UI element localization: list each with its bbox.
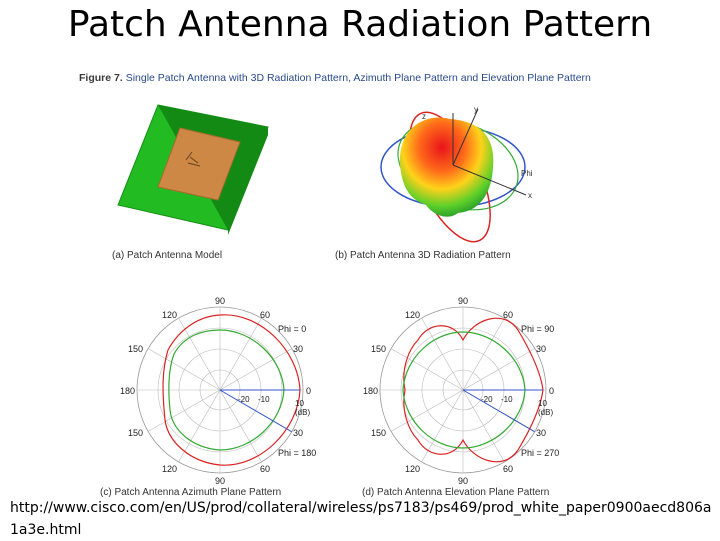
svg-text:120: 120	[405, 310, 420, 320]
elevation-angle-labels: 90 60 30 0 30 60 90 120 150 180 150 120	[363, 296, 554, 486]
azimuth-polar-plot: 90 60 30 0 30 60 90 120 150 180 150 120 …	[120, 296, 316, 486]
svg-text:180: 180	[120, 386, 135, 396]
svg-text:(dB): (dB)	[295, 408, 310, 417]
svg-text:150: 150	[128, 344, 143, 354]
svg-text:90: 90	[215, 476, 225, 486]
svg-text:120: 120	[405, 464, 420, 474]
svg-text:10: 10	[295, 399, 304, 408]
svg-text:90: 90	[458, 476, 468, 486]
panel-d-label: (d) Patch Antenna Elevation Plane Patter…	[362, 487, 550, 498]
axis-x-label: x	[528, 191, 532, 200]
azimuth-angle-labels: 90 60 30 0 30 60 90 120 150 180 150 120	[120, 296, 311, 486]
figure-caption: Figure 7. Single Patch Antenna with 3D R…	[79, 72, 591, 84]
svg-text:60: 60	[503, 464, 513, 474]
slide-title: Patch Antenna Radiation Pattern	[67, 4, 653, 45]
radiation-3d-pattern: z y x Phi	[380, 105, 533, 243]
svg-text:-10: -10	[258, 395, 270, 404]
axis-y-label: y	[474, 105, 478, 114]
svg-text:30: 30	[293, 428, 303, 438]
svg-text:90: 90	[458, 296, 468, 306]
svg-text:150: 150	[371, 344, 386, 354]
azimuth-traces	[162, 314, 301, 466]
svg-text:60: 60	[260, 464, 270, 474]
svg-text:30: 30	[536, 428, 546, 438]
source-url-link[interactable]: http://www.cisco.com/en/US/prod/collater…	[10, 500, 712, 538]
svg-text:(dB): (dB)	[538, 408, 553, 417]
svg-text:120: 120	[162, 310, 177, 320]
svg-text:90: 90	[215, 296, 225, 306]
elevation-polar-plot: 90 60 30 0 30 60 90 120 150 180 150 120 …	[363, 296, 559, 486]
figure-number: Figure 7.	[79, 72, 123, 84]
panel-b-label: (b) Patch Antenna 3D Radiation Pattern	[335, 250, 511, 261]
svg-text:-20: -20	[238, 395, 250, 404]
azimuth-phi-bottom: Phi = 180	[278, 448, 316, 458]
panel-c-label: (c) Patch Antenna Azimuth Plane Pattern	[100, 487, 282, 498]
svg-text:60: 60	[260, 310, 270, 320]
svg-text:30: 30	[293, 344, 303, 354]
elevation-phi-bottom: Phi = 270	[521, 448, 559, 458]
svg-text:-10: -10	[501, 395, 513, 404]
elevation-phi-top: Phi = 90	[521, 324, 554, 334]
patch-antenna-model	[117, 104, 269, 235]
azimuth-phi-top: Phi = 0	[278, 324, 306, 334]
svg-text:10: 10	[538, 399, 547, 408]
svg-text:0: 0	[549, 386, 554, 396]
svg-text:150: 150	[371, 428, 386, 438]
radiation-lobe	[399, 117, 494, 217]
svg-text:0: 0	[306, 386, 311, 396]
elevation-traces	[402, 317, 544, 463]
svg-text:120: 120	[162, 464, 177, 474]
svg-text:180: 180	[363, 386, 378, 396]
svg-text:150: 150	[128, 428, 143, 438]
axis-z-label: z	[422, 112, 426, 121]
svg-text:30: 30	[536, 344, 546, 354]
azimuth-radial-labels: -20 -10 10 (dB)	[238, 395, 310, 417]
panel-a-label: (a) Patch Antenna Model	[112, 250, 223, 261]
phi-label-3d: Phi	[521, 169, 533, 178]
svg-text:-20: -20	[481, 395, 493, 404]
figure-caption-text: Single Patch Antenna with 3D Radiation P…	[125, 72, 591, 84]
elevation-radial-labels: -20 -10 10 (dB)	[481, 395, 553, 417]
svg-text:60: 60	[503, 310, 513, 320]
